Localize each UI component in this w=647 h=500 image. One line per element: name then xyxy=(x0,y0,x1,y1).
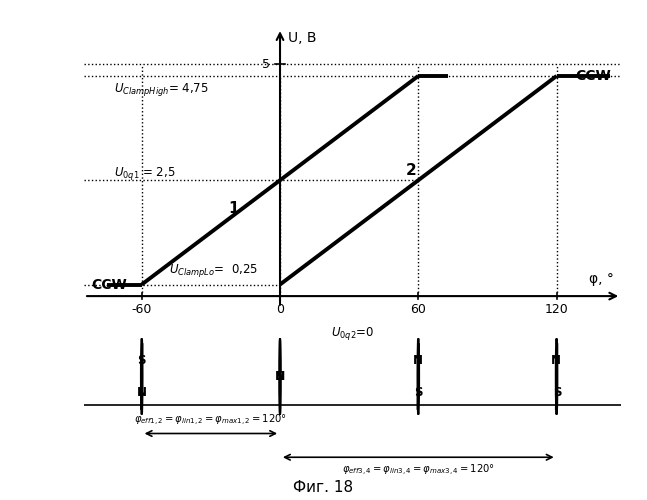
Text: CCW: CCW xyxy=(91,278,127,291)
Text: U, В: U, В xyxy=(288,31,316,45)
Text: 0: 0 xyxy=(276,303,284,316)
Text: Фиг. 18: Фиг. 18 xyxy=(294,480,353,495)
Text: 1: 1 xyxy=(228,200,239,216)
Text: φ, °: φ, ° xyxy=(589,272,614,286)
Text: 2: 2 xyxy=(406,164,417,178)
Text: $U_{ClampLo}$=  0,25: $U_{ClampLo}$= 0,25 xyxy=(170,262,259,279)
Text: $\varphi_{eff3,4}=\varphi_{lin3,4}=\varphi_{max3,4}=120°$: $\varphi_{eff3,4}=\varphi_{lin3,4}=\varp… xyxy=(342,463,495,478)
Text: 60: 60 xyxy=(410,303,426,316)
Text: -60: -60 xyxy=(131,303,152,316)
Text: $\varphi_{eff1,2}=\varphi_{lin1,2}=\varphi_{max1,2}=120°$: $\varphi_{eff1,2}=\varphi_{lin1,2}=\varp… xyxy=(135,412,287,428)
Text: 5: 5 xyxy=(261,58,270,71)
Text: CCW: CCW xyxy=(575,69,611,83)
Text: S: S xyxy=(414,386,423,399)
Text: N: N xyxy=(413,354,423,367)
Text: $U_{ClampHigh}$= 4,75: $U_{ClampHigh}$= 4,75 xyxy=(114,82,209,98)
Text: S: S xyxy=(137,354,146,367)
Text: N: N xyxy=(275,370,285,383)
Text: $U_{0q1}$ = 2,5: $U_{0q1}$ = 2,5 xyxy=(114,165,175,182)
Text: S: S xyxy=(553,386,561,399)
Text: N: N xyxy=(551,354,561,367)
Text: N: N xyxy=(137,386,147,399)
Text: S: S xyxy=(275,370,284,383)
Text: $U_{0q2}$=0: $U_{0q2}$=0 xyxy=(331,325,374,342)
Text: 120: 120 xyxy=(545,303,569,316)
